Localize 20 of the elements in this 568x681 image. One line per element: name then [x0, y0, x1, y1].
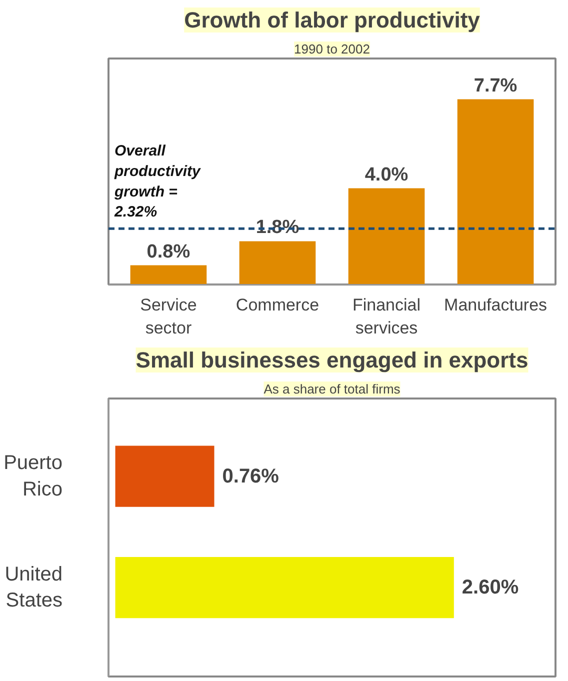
x-tick-label: Financial services	[352, 296, 421, 338]
data-label: 0.8%	[146, 241, 190, 262]
bar	[239, 241, 316, 284]
data-label: 0.76%	[222, 465, 280, 488]
y-tick-label: United States	[4, 563, 63, 612]
ref-line-label: Overall productivity growth = 2.32%	[114, 142, 201, 221]
bar	[348, 188, 425, 284]
bar	[457, 99, 534, 284]
chart-subtitle: As a share of total firms	[264, 382, 401, 396]
y-tick-label: Puerto Rico	[4, 452, 63, 501]
data-label: 2.60%	[462, 576, 519, 599]
chart-title: Small businesses engaged in exports	[136, 348, 528, 372]
x-tick-label: Commerce	[236, 296, 320, 314]
data-label: 7.7%	[474, 75, 518, 96]
x-tick-label: Service sector	[140, 296, 197, 338]
data-label: 4.0%	[364, 164, 408, 186]
chart-subtitle: 1990 to 2002	[294, 42, 370, 56]
x-tick-label: Manufactures	[444, 296, 548, 314]
chart-title: Growth of labor productivity	[184, 8, 481, 32]
bar	[130, 265, 207, 284]
